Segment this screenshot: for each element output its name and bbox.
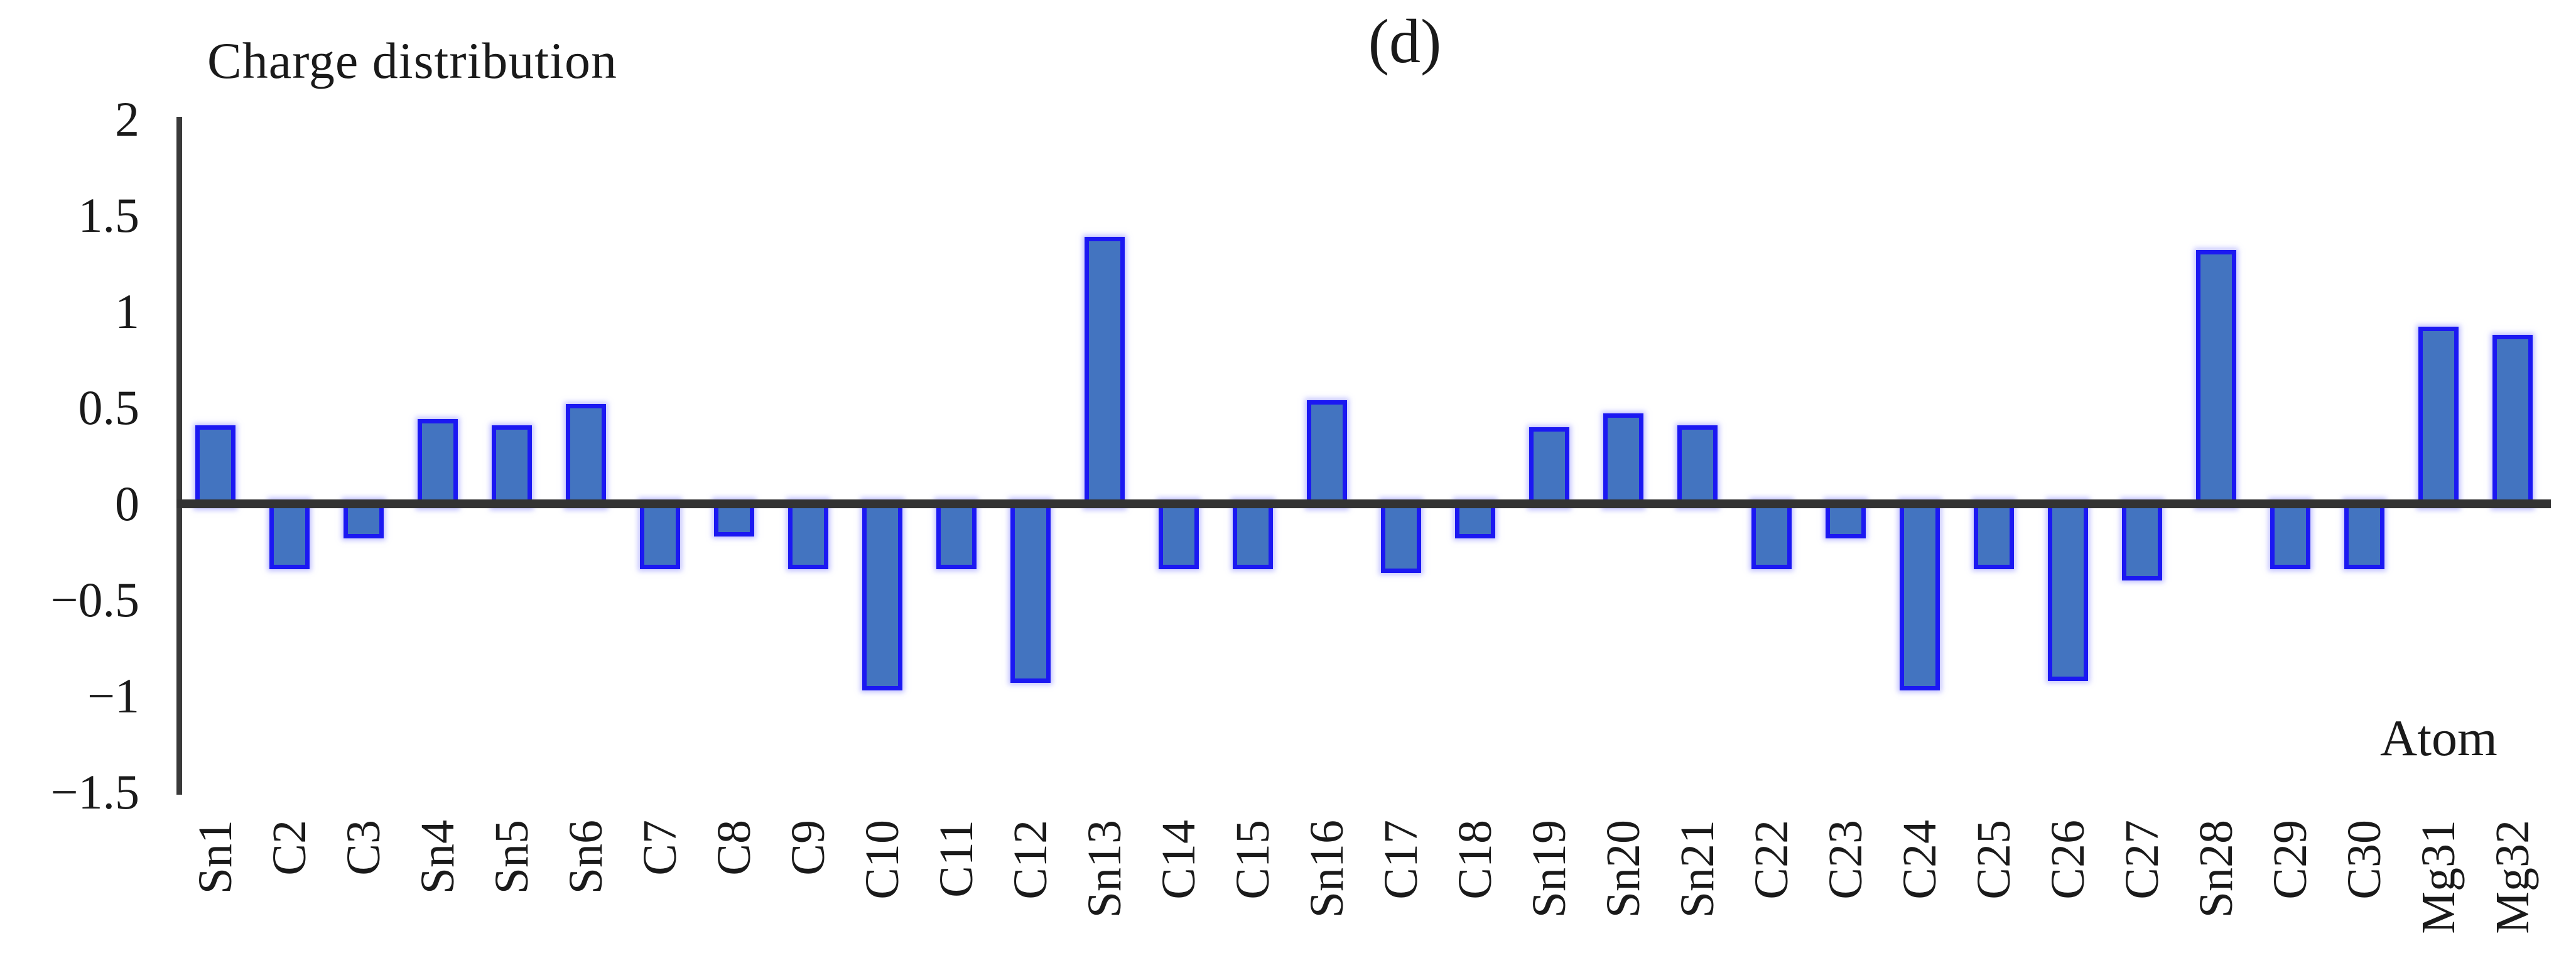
x-tick-label-C9: C9 xyxy=(782,820,835,876)
bar-Sn4 xyxy=(418,419,458,508)
x-tick-label-C3: C3 xyxy=(337,820,390,876)
bar-Sn1 xyxy=(195,425,235,508)
x-tick-label-C7: C7 xyxy=(634,820,686,876)
bar-C26 xyxy=(2048,499,2088,681)
bar-Sn5 xyxy=(492,425,532,508)
bar-Sn19 xyxy=(1529,427,1569,508)
bar-Sn28 xyxy=(2196,250,2236,508)
x-tick-label-Mg31: Mg31 xyxy=(2412,820,2465,934)
bar-C7 xyxy=(640,499,680,570)
bar-C14 xyxy=(1159,499,1199,570)
bar-Sn6 xyxy=(566,403,606,508)
y-tick-label: −1.5 xyxy=(50,765,140,819)
y-tick-label: 0.5 xyxy=(78,380,140,435)
x-tick-label-C18: C18 xyxy=(1449,820,1502,900)
x-tick-label-C22: C22 xyxy=(1745,820,1798,900)
x-tick-label-Sn28: Sn28 xyxy=(2190,820,2243,918)
bar-C15 xyxy=(1233,499,1273,570)
bar-C2 xyxy=(269,499,310,570)
bar-C30 xyxy=(2344,499,2384,570)
bar-C11 xyxy=(936,499,977,570)
bar-C27 xyxy=(2122,499,2162,581)
x-tick-label-C14: C14 xyxy=(1152,820,1205,900)
bar-C9 xyxy=(788,499,828,570)
bar-C17 xyxy=(1381,499,1421,574)
x-tick-label-C12: C12 xyxy=(1004,820,1057,900)
bar-C29 xyxy=(2270,499,2310,570)
bar-Sn13 xyxy=(1085,236,1125,508)
x-tick-label-Sn6: Sn6 xyxy=(560,820,612,895)
bar-Sn21 xyxy=(1677,425,1718,508)
y-tick-label: −1 xyxy=(87,668,139,723)
x-tick-label-Sn19: Sn19 xyxy=(1523,820,1576,918)
bar-C12 xyxy=(1010,499,1051,683)
x-tick-label-C8: C8 xyxy=(708,820,760,876)
bar-Mg31 xyxy=(2418,327,2459,508)
x-axis-title: Atom xyxy=(2380,709,2498,766)
x-tick-label-Sn13: Sn13 xyxy=(1078,820,1131,918)
panel-label: (d) xyxy=(1368,6,1442,76)
x-tick-label-C11: C11 xyxy=(930,820,983,898)
bar-C10 xyxy=(862,499,902,690)
x-tick-label-Sn1: Sn1 xyxy=(189,820,242,895)
x-tick-label-C2: C2 xyxy=(263,820,316,876)
y-tick-label: 2 xyxy=(115,92,139,146)
y-tick-label: 1.5 xyxy=(78,188,140,242)
y-tick-label: 0 xyxy=(115,476,139,531)
x-tick-label-C27: C27 xyxy=(2116,820,2168,900)
bar-C25 xyxy=(1974,499,2014,570)
bar-Sn16 xyxy=(1307,400,1347,508)
x-tick-label-C15: C15 xyxy=(1226,820,1279,900)
x-tick-label-Sn16: Sn16 xyxy=(1301,820,1353,918)
x-tick-label-Sn5: Sn5 xyxy=(485,820,538,895)
x-tick-label-Mg32: Mg32 xyxy=(2486,820,2539,934)
x-tick-label-Sn20: Sn20 xyxy=(1597,820,1650,918)
x-tick-label-C30: C30 xyxy=(2338,820,2391,900)
x-tick-label-Sn21: Sn21 xyxy=(1671,820,1724,918)
y-tick-label: −0.5 xyxy=(50,572,140,627)
y-axis-line xyxy=(176,117,182,795)
y-tick-label: 1 xyxy=(115,284,139,339)
x-tick-label-C23: C23 xyxy=(1819,820,1872,900)
x-tick-label-Sn4: Sn4 xyxy=(411,820,464,895)
x-tick-label-C26: C26 xyxy=(2042,820,2094,900)
bar-Mg32 xyxy=(2492,334,2533,508)
bar-C24 xyxy=(1900,499,1940,690)
x-tick-label-C10: C10 xyxy=(856,820,909,900)
x-axis-zero-line xyxy=(176,499,2551,508)
bar-Sn20 xyxy=(1603,413,1643,508)
x-tick-label-C24: C24 xyxy=(1893,820,1946,900)
y-axis-title: Charge distribution xyxy=(207,32,617,89)
x-tick-label-C25: C25 xyxy=(1967,820,2020,900)
x-tick-label-C17: C17 xyxy=(1375,820,1427,900)
bar-C22 xyxy=(1751,499,1792,570)
x-tick-label-C29: C29 xyxy=(2264,820,2317,900)
